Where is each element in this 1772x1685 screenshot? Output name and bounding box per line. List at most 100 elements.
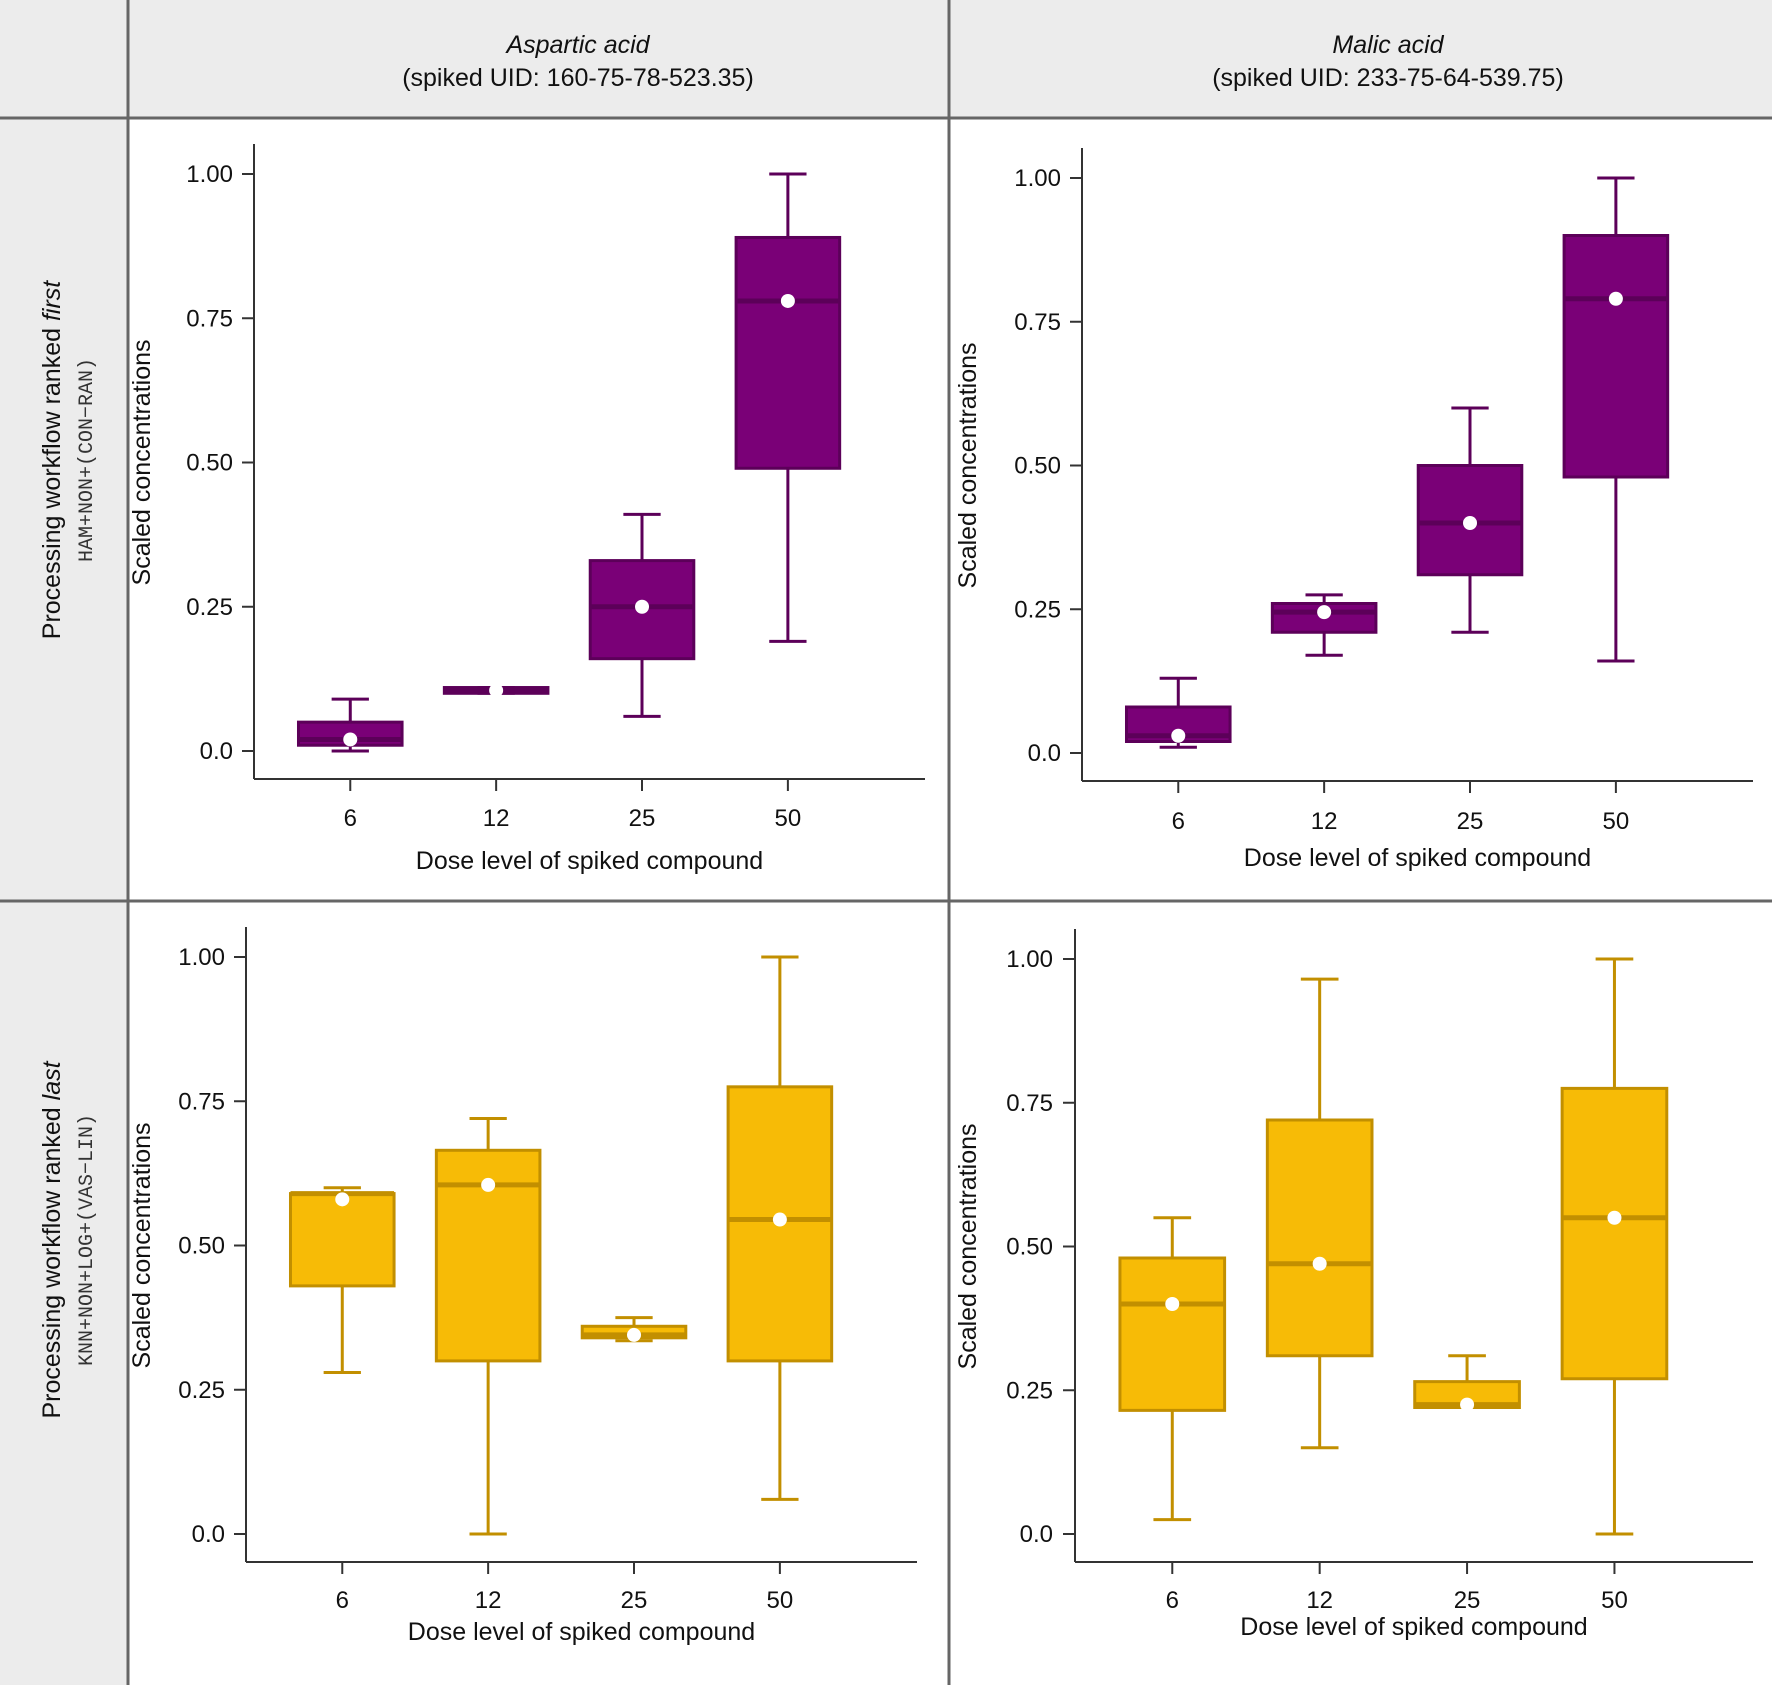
mean-marker: [1608, 291, 1623, 306]
y-tick-label: 1.00: [1014, 165, 1061, 192]
iqr-box: [1265, 1118, 1374, 1358]
box-50: [1560, 957, 1669, 1536]
y-tick-label: 0.25: [1014, 596, 1061, 623]
mean-marker: [481, 1177, 496, 1192]
row-header-emph-last: last: [38, 1060, 66, 1100]
y-axis-label: Scaled concentrations: [954, 343, 982, 589]
y-tick-label: 0.50: [1014, 453, 1061, 480]
panels: 0.0 0.25 0.50 0.75 1.00 Scaled concentrations…: [128, 144, 1753, 1646]
y-tick-label: 1.00: [1006, 946, 1053, 973]
y-axis-label: Scaled concentrations: [128, 1123, 156, 1369]
box-12: [1270, 593, 1378, 657]
column-header-compound-malic: Malic acid: [1332, 31, 1444, 59]
x-axis-label: Dose level of spiked compound: [416, 847, 763, 875]
y-tick-label: 0.75: [178, 1088, 225, 1115]
x-tick-label: 12: [475, 1587, 502, 1614]
box-6: [288, 1186, 396, 1374]
y-tick-label: 0.25: [186, 594, 233, 621]
iqr-box: [1118, 1256, 1227, 1412]
y-tick-label: 0.75: [1006, 1090, 1053, 1117]
y-tick-label: 0.50: [178, 1233, 225, 1260]
box-50: [726, 955, 834, 1501]
x-tick-label: 50: [1601, 1587, 1628, 1614]
x-axis-label: Dose level of spiked compound: [1240, 1613, 1587, 1641]
mean-marker: [1165, 1297, 1180, 1311]
y-axis-label: Scaled concentrations: [128, 340, 156, 586]
row-header-prefix-first: Processing workflow ranked: [38, 321, 66, 639]
box-12: [1265, 977, 1374, 1450]
box-25: [1413, 1354, 1521, 1412]
box-6: [1124, 676, 1232, 749]
y-tick-label: 0.25: [178, 1377, 225, 1404]
panel-last-aspartic: 0.0 0.25 0.50 0.75 1.00 Scaled concentrations…: [128, 927, 917, 1646]
column-header-background: [0, 0, 1772, 118]
x-tick-label: 12: [1306, 1587, 1333, 1614]
row-header-label-last: Processing workflow ranked last: [38, 1060, 66, 1418]
column-header-uid-aspartic: (spiked UID: 160-75-78-523.35): [402, 64, 754, 92]
x-tick-label: 25: [1457, 808, 1484, 835]
mean-marker: [772, 1212, 787, 1227]
iqr-box: [1562, 234, 1670, 479]
x-tick-label: 25: [629, 805, 656, 832]
x-tick-label: 12: [1311, 808, 1338, 835]
mean-marker: [1317, 605, 1332, 620]
x-tick-label: 50: [775, 805, 802, 832]
panel-first-malic: 0.0 0.25 0.50 0.75 1.00 Scaled concentrations…: [954, 148, 1753, 872]
mean-marker: [1312, 1256, 1327, 1271]
iqr-box: [288, 1192, 396, 1288]
y-axis-label: Scaled concentrations: [954, 1124, 982, 1370]
x-tick-label: 6: [344, 805, 357, 832]
y-tick-label: 0.50: [186, 450, 233, 477]
x-tick-label: 12: [483, 805, 510, 832]
box-50: [1562, 176, 1670, 663]
box-25: [580, 1316, 688, 1343]
y-tick-label: 1.00: [178, 944, 225, 971]
box-50: [734, 172, 842, 643]
mean-marker: [780, 293, 795, 308]
mean-marker: [635, 599, 650, 614]
column-header-uid-malic: (spiked UID: 233-75-64-539.75): [1212, 64, 1564, 92]
column-header-compound-aspartic: Aspartic acid: [504, 31, 650, 59]
row-header-emph-first: first: [38, 280, 66, 321]
mean-marker: [335, 1192, 350, 1207]
box-12: [442, 683, 550, 698]
mean-marker: [1460, 1397, 1475, 1412]
y-tick-label: 0.0: [1020, 1521, 1053, 1548]
x-tick-label: 25: [1454, 1587, 1481, 1614]
mean-marker: [1607, 1210, 1622, 1225]
box-6: [1118, 1216, 1227, 1522]
x-tick-label: 6: [336, 1587, 349, 1614]
box-25: [1416, 406, 1524, 634]
row-header-prefix-last: Processing workflow ranked: [38, 1100, 66, 1418]
x-tick-label: 6: [1172, 808, 1185, 835]
x-axis-label: Dose level of spiked compound: [408, 1618, 755, 1646]
row-header-background: [0, 0, 128, 1685]
x-axis-label: Dose level of spiked compound: [1244, 844, 1591, 872]
row-header-workflow-last: KNN+NON+LOG+(VAS−LIN): [76, 1114, 99, 1366]
box-6: [296, 697, 404, 753]
box-12: [434, 1117, 542, 1536]
row-header-workflow-first: HAM+NON+(CON−RAN): [76, 358, 99, 562]
mean-marker: [343, 732, 358, 747]
x-tick-label: 25: [621, 1587, 648, 1614]
mean-marker: [1171, 728, 1186, 743]
box-25: [588, 512, 696, 718]
mean-marker: [1463, 516, 1478, 530]
iqr-box: [1560, 1086, 1669, 1381]
row-header-label-first: Processing workflow ranked first: [38, 280, 66, 640]
y-tick-label: 0.75: [186, 305, 233, 332]
panel-first-aspartic: 0.0 0.25 0.50 0.75 1.00 Scaled concentrations…: [128, 144, 925, 875]
y-tick-label: 0.0: [200, 738, 233, 765]
x-tick-label: 50: [1603, 808, 1630, 835]
y-tick-label: 0.0: [1028, 740, 1061, 767]
panel-last-malic: 0.0 0.25 0.50 0.75 1.00 Scaled concentrations…: [954, 929, 1753, 1641]
iqr-box: [734, 235, 842, 470]
x-tick-label: 6: [1166, 1587, 1179, 1614]
y-tick-label: 1.00: [186, 161, 233, 188]
y-tick-label: 0.0: [192, 1521, 225, 1548]
mean-marker: [489, 683, 504, 698]
x-tick-label: 50: [767, 1587, 794, 1614]
